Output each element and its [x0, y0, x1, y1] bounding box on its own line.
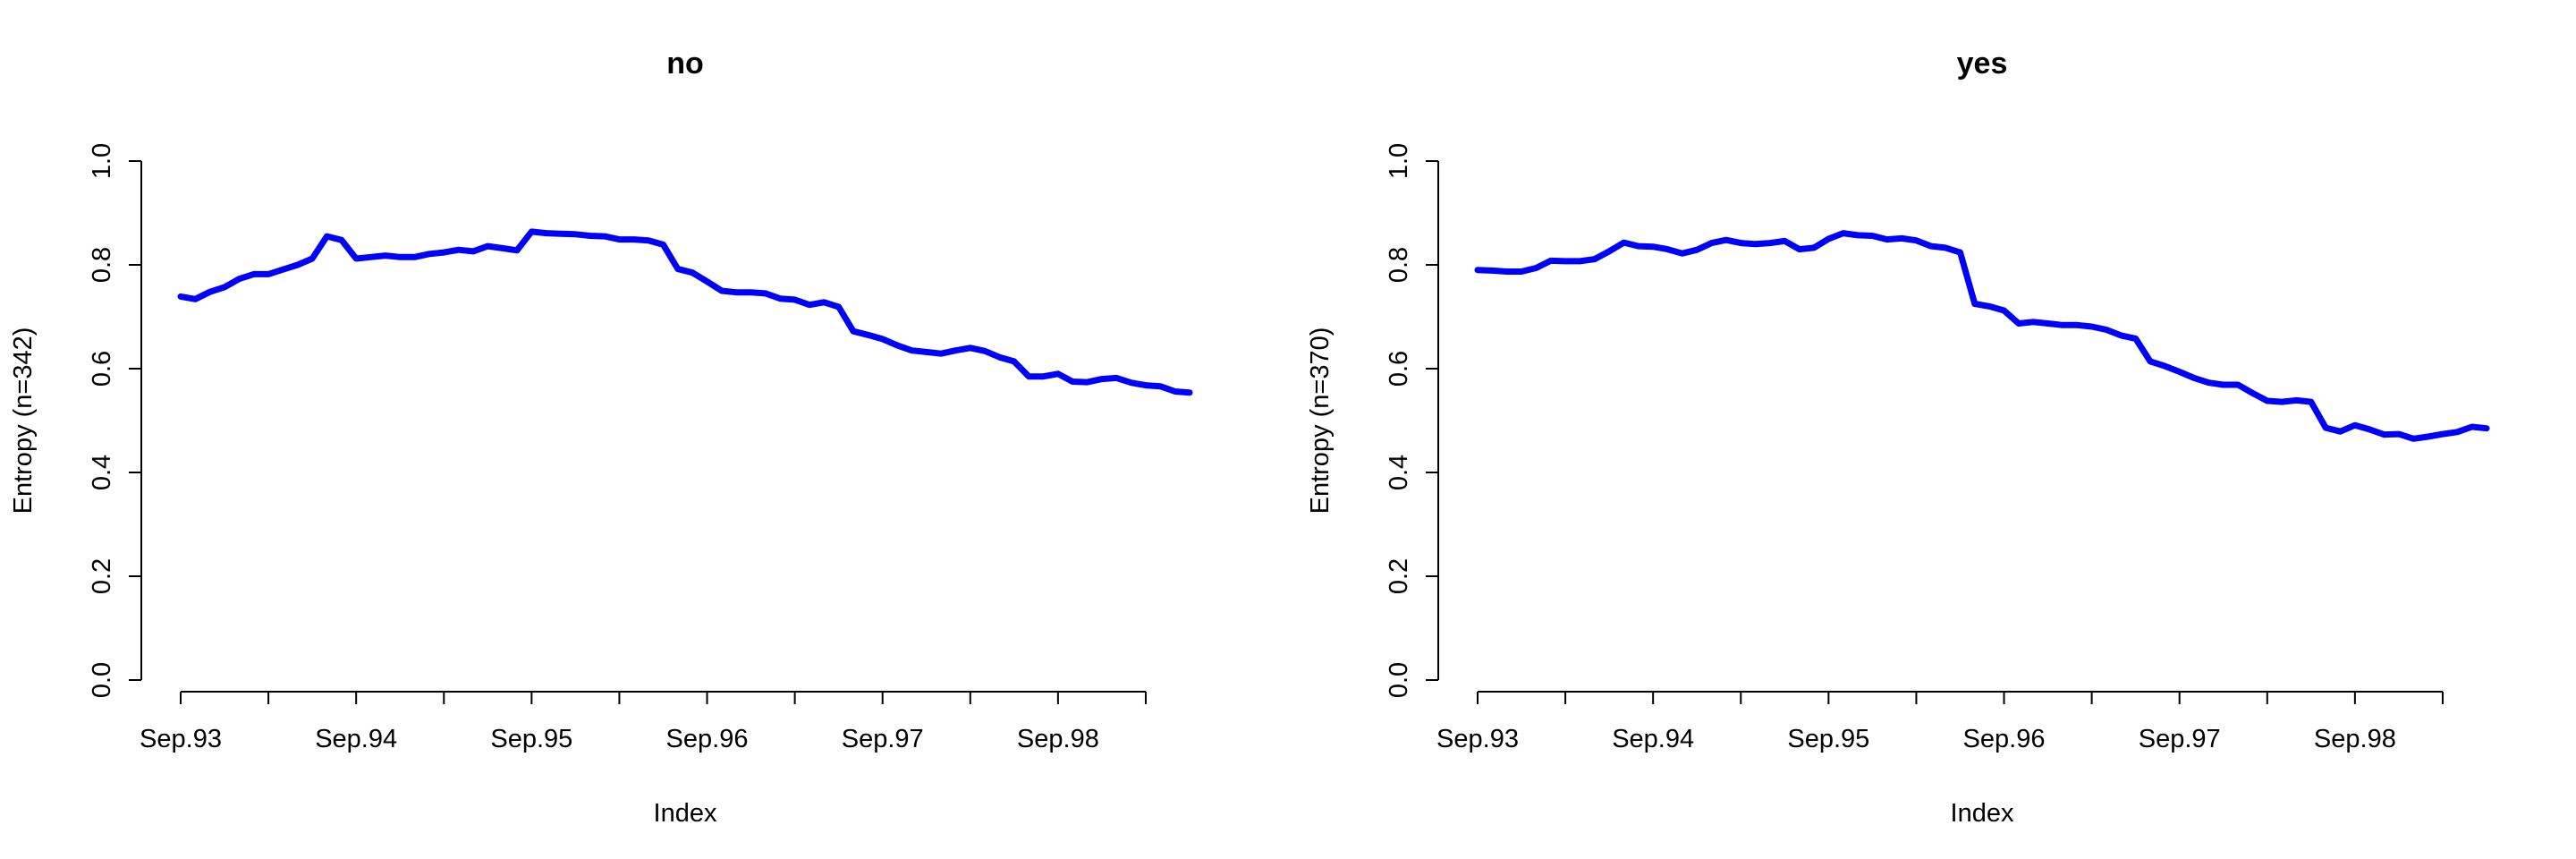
- y-tick-label: 0.8: [1385, 247, 1413, 283]
- y-tick-label: 0.0: [88, 662, 116, 698]
- series-line: [177, 228, 1193, 396]
- chart-panel-yes: yes 0.0 0.2 0.4 0.6 0.8 1.0 Entropy (n=370) Sep.…: [1306, 47, 2490, 828]
- x-tick-label: Sep.97: [2139, 725, 2221, 753]
- y-tick-label: 0.2: [1385, 558, 1413, 594]
- chart-title: no: [666, 47, 704, 81]
- x-tick-label: Sep.97: [842, 725, 924, 753]
- x-tick-label: Sep.94: [315, 725, 397, 753]
- x-tick-label: Sep.95: [490, 725, 572, 753]
- x-tick-label: Sep.93: [1436, 725, 1519, 753]
- x-tick-label: Sep.95: [1787, 725, 1869, 753]
- y-axis-label: Entropy (n=342): [9, 327, 38, 515]
- y-tick-label: 1.0: [1385, 143, 1413, 179]
- y-tick-label: 0.8: [88, 247, 116, 283]
- x-axis-label: Index: [1951, 799, 2014, 828]
- y-tick-label: 1.0: [88, 143, 116, 179]
- x-tick-label: Sep.98: [1017, 725, 1099, 753]
- x-tick-label: Sep.98: [2314, 725, 2396, 753]
- chart-title: yes: [1957, 47, 2008, 81]
- y-tick-label: 0.4: [1385, 455, 1413, 490]
- x-tick-label: Sep.93: [140, 725, 222, 753]
- chart-panel-no: no 0.0 0.2 0.4 0.6 0.8 1.0 Entropy (n=342) Sep.9…: [9, 47, 1193, 828]
- y-tick-label: 0.2: [88, 558, 116, 594]
- x-tick-label: Sep.96: [1963, 725, 2046, 753]
- x-tick-label: Sep.94: [1612, 725, 1694, 753]
- y-tick-label: 0.4: [88, 455, 116, 490]
- y-tick-label: 0.6: [88, 351, 116, 387]
- y-tick-label: 0.0: [1385, 662, 1413, 698]
- x-tick-label: Sep.96: [666, 725, 749, 753]
- y-tick-label: 0.6: [1385, 351, 1413, 387]
- x-axis-label: Index: [654, 799, 717, 828]
- series-line: [1474, 230, 2490, 442]
- y-axis-label: Entropy (n=370): [1306, 327, 1335, 515]
